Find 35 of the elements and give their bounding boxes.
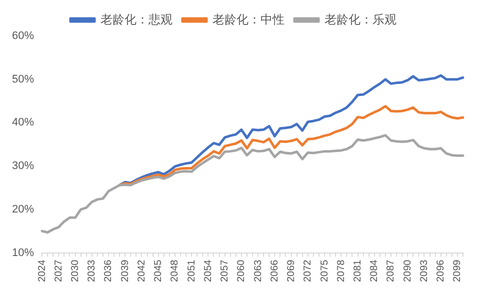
x-tick-label: 2090 (402, 259, 414, 282)
x-tick-label: 2099 (452, 259, 464, 282)
y-tick-label: 10% (12, 246, 34, 259)
x-tick-label: 2066 (269, 259, 280, 282)
x-tick-label: 2057 (220, 259, 231, 282)
x-tick-label: 2042 (136, 259, 148, 282)
x-tick-label: 2069 (286, 259, 298, 282)
y-tick-label: 40% (12, 116, 34, 129)
x-tick-label: 2051 (186, 259, 198, 282)
x-tick-label: 2036 (103, 259, 114, 282)
x-tick-label: 2096 (436, 259, 447, 282)
x-tick-label: 2024 (36, 259, 48, 282)
legend-label: 老龄化：乐观 (324, 12, 396, 26)
y-tick-label: 30% (12, 160, 34, 172)
x-tick-label: 2063 (252, 259, 264, 282)
x-tick-label: 2033 (86, 259, 98, 282)
x-tick-label: 2081 (352, 259, 364, 282)
x-tick-label: 2054 (202, 259, 214, 282)
y-tick-label: 50% (12, 73, 34, 86)
x-tick-label: 2039 (120, 259, 131, 282)
x-tick-label: 2048 (170, 259, 181, 282)
y-tick-label: 20% (12, 203, 34, 216)
x-tick-label: 2072 (302, 259, 314, 282)
x-tick-label: 2093 (418, 259, 430, 282)
x-tick-label: 2030 (70, 259, 81, 282)
x-tick-label: 2078 (336, 259, 347, 282)
y-tick-label: 60% (12, 30, 34, 42)
x-tick-label: 2045 (153, 259, 164, 282)
legend-label: 老龄化：中性 (212, 12, 284, 26)
x-tick-label: 2027 (53, 259, 64, 282)
x-tick-label: 2060 (236, 259, 248, 282)
x-tick-label: 2087 (386, 259, 397, 282)
x-tick-label: 2084 (369, 259, 380, 282)
legend-label: 老龄化：悲观 (100, 12, 172, 26)
x-tick-label: 2075 (319, 259, 330, 282)
